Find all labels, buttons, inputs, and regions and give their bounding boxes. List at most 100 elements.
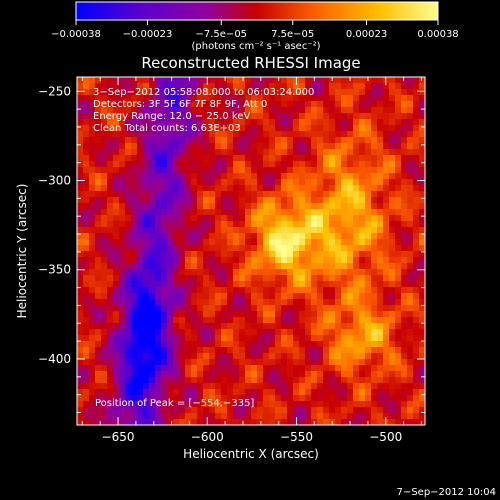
heatmap-pixel	[185, 407, 192, 414]
heatmap-pixel	[179, 125, 186, 132]
heatmap-pixel	[149, 191, 156, 198]
heatmap-pixel	[371, 89, 378, 96]
heatmap-pixel	[269, 101, 276, 108]
heatmap-pixel	[299, 383, 306, 390]
heatmap-pixel	[155, 77, 162, 84]
heatmap-pixel	[209, 227, 216, 234]
heatmap-pixel	[89, 335, 96, 342]
heatmap-pixel	[185, 395, 192, 402]
heatmap-pixel	[77, 167, 84, 174]
heatmap-pixel	[185, 287, 192, 294]
heatmap-pixel	[389, 257, 396, 264]
heatmap-pixel	[257, 191, 264, 198]
heatmap-pixel	[155, 299, 162, 306]
heatmap-pixel	[167, 311, 174, 318]
heatmap-pixel	[341, 179, 348, 186]
heatmap-pixel	[353, 341, 360, 348]
heatmap-pixel	[395, 101, 402, 108]
heatmap-pixel	[335, 305, 342, 312]
heatmap-pixel	[251, 317, 258, 324]
heatmap-pixel	[185, 311, 192, 318]
heatmap-pixel	[317, 287, 324, 294]
heatmap-pixel	[245, 323, 252, 330]
heatmap-pixel	[167, 209, 174, 216]
heatmap-pixel	[149, 341, 156, 348]
heatmap-pixel	[377, 299, 384, 306]
heatmap-pixel	[311, 341, 318, 348]
heatmap-pixel	[137, 185, 144, 192]
heatmap-pixel	[119, 125, 126, 132]
heatmap-pixel	[299, 365, 306, 372]
heatmap-pixel	[113, 419, 120, 425]
heatmap-pixel	[293, 323, 300, 330]
heatmap-pixel	[77, 191, 84, 198]
heatmap-pixel	[77, 347, 84, 354]
heatmap-pixel	[149, 407, 156, 414]
heatmap-pixel	[347, 95, 354, 102]
heatmap-pixel	[305, 311, 312, 318]
heatmap-pixel	[287, 89, 294, 96]
heatmap-pixel	[89, 89, 96, 96]
heatmap-pixel	[395, 89, 402, 96]
heatmap-pixel	[251, 251, 258, 258]
heatmap-pixel	[185, 203, 192, 210]
heatmap-pixel	[281, 227, 288, 234]
heatmap-pixel	[209, 203, 216, 210]
heatmap-pixel	[125, 227, 132, 234]
heatmap-pixel	[299, 299, 306, 306]
heatmap-pixel	[89, 377, 96, 384]
heatmap-pixel	[383, 245, 390, 252]
heatmap-pixel	[251, 101, 258, 108]
heatmap-pixel	[419, 113, 425, 120]
heatmap-pixel	[365, 185, 372, 192]
heatmap-pixel	[413, 263, 420, 270]
heatmap-pixel	[377, 281, 384, 288]
heatmap-pixel	[419, 173, 425, 180]
heatmap-pixel	[173, 371, 180, 378]
heatmap-pixel	[377, 359, 384, 366]
heatmap-pixel	[125, 401, 132, 408]
heatmap-pixel	[251, 287, 258, 294]
heatmap-pixel	[383, 269, 390, 276]
heatmap-pixel	[83, 257, 90, 264]
heatmap-pixel	[191, 365, 198, 372]
heatmap-pixel	[359, 143, 366, 150]
heatmap-pixel	[305, 119, 312, 126]
heatmap-pixel	[197, 269, 204, 276]
heatmap-pixel	[107, 413, 114, 420]
heatmap-pixel	[257, 227, 264, 234]
heatmap-pixel	[245, 275, 252, 282]
heatmap-pixel	[275, 257, 282, 264]
heatmap-pixel	[77, 407, 84, 414]
heatmap-pixel	[173, 257, 180, 264]
x-axis-tick-labels: −650 −600 −550 −500	[102, 430, 403, 444]
heatmap-pixel	[287, 149, 294, 156]
heatmap-pixel	[365, 293, 372, 300]
heatmap-pixel	[251, 389, 258, 396]
heatmap-pixel	[257, 173, 264, 180]
heatmap-pixel	[77, 125, 84, 132]
heatmap-pixel	[197, 281, 204, 288]
heatmap-pixel	[371, 197, 378, 204]
heatmap-pixel	[323, 377, 330, 384]
heatmap-pixel	[167, 143, 174, 150]
heatmap-pixel	[185, 269, 192, 276]
heatmap-pixel	[299, 401, 306, 408]
heatmap-pixel	[347, 263, 354, 270]
heatmap-pixel	[125, 239, 132, 246]
heatmap-pixel	[95, 413, 102, 420]
heatmap-pixel	[377, 233, 384, 240]
heatmap-pixel	[377, 371, 384, 378]
heatmap-pixel	[395, 149, 402, 156]
heatmap-pixel	[341, 305, 348, 312]
heatmap-pixel	[191, 413, 198, 420]
heatmap-pixel	[413, 191, 420, 198]
heatmap-pixel	[221, 365, 228, 372]
heatmap-pixel	[173, 359, 180, 366]
heatmap-pixel	[401, 113, 408, 120]
heatmap-pixel	[395, 395, 402, 402]
heatmap-pixel	[311, 281, 318, 288]
heatmap-pixel	[209, 371, 216, 378]
heatmap-pixel	[101, 341, 108, 348]
heatmap-pixel	[155, 143, 162, 150]
